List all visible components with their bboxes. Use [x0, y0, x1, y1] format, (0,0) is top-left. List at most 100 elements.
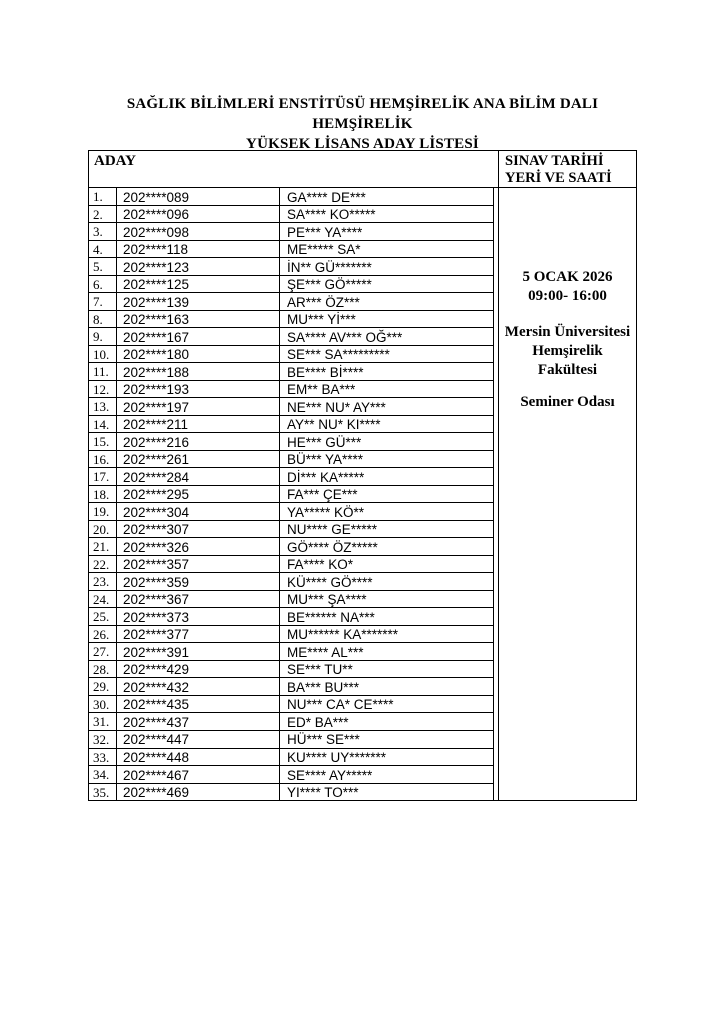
candidate-name: HÜ*** SE***: [287, 732, 360, 748]
candidate-id: 202****197: [117, 398, 280, 415]
candidate-name: PE*** YA****: [287, 224, 363, 240]
row-number: 35.: [89, 783, 117, 801]
table-row: 14. 202****211 AY** NU* KI****: [89, 415, 494, 434]
table-row: 16. 202****261 BÜ*** YA****: [89, 450, 494, 469]
candidate-id: 202****304: [117, 503, 280, 520]
candidate-name: MU*** Yİ***: [287, 312, 356, 328]
table-row: 25. 202****373 BE****** NA***: [89, 608, 494, 626]
row-number: 32.: [89, 730, 117, 748]
table-row: 28. 202****429 SE*** TU**: [89, 660, 494, 679]
row-number: 22.: [89, 555, 117, 573]
candidate-name: BÜ*** YA****: [287, 452, 364, 468]
candidate-name: MU****** KA*******: [287, 627, 399, 643]
candidate-name: BE**** Bİ****: [287, 364, 364, 380]
row-number: 2.: [89, 205, 117, 223]
candidate-name: NU*** CA* CE****: [287, 697, 394, 713]
exam-header-line2: YERİ VE SAATİ: [505, 170, 612, 186]
candidate-name: ED* BA***: [287, 714, 349, 730]
candidate-name: KU**** UY*******: [287, 750, 387, 765]
row-number: 1.: [89, 188, 117, 205]
row-number: 7.: [89, 293, 117, 310]
row-number: 17.: [89, 468, 117, 485]
row-number: 11.: [89, 363, 117, 380]
candidate-id: 202****326: [117, 538, 280, 555]
table-row: 3. 202****098 PE*** YA****: [89, 223, 494, 241]
row-number: 21.: [89, 538, 117, 555]
candidate-id: 202****377: [117, 625, 280, 643]
candidate-name: KÜ**** GÖ****: [287, 574, 373, 590]
table-row: 35. 202****469 YI**** TO***: [89, 783, 494, 801]
exam-venue-line2: Hemşirelik: [532, 343, 603, 359]
candidate-id: 202****193: [117, 380, 280, 398]
table-row: 24. 202****367 MU*** ŞA****: [89, 590, 494, 609]
table-row: 15. 202****216 HE*** GÜ***: [89, 433, 494, 451]
candidate-id: 202****367: [117, 590, 280, 608]
column-header-exam-info: SINAV TARİHİ YERİ VE SAATİ: [499, 151, 636, 187]
candidate-name: SE*** SA*********: [287, 347, 390, 363]
exam-date: 5 OCAK 2026: [522, 269, 613, 285]
candidate-id: 202****163: [117, 310, 280, 328]
row-number: 23.: [89, 573, 117, 590]
candidate-id: 202****139: [117, 293, 280, 310]
row-number: 25.: [89, 608, 117, 625]
candidate-id: 202****357: [117, 555, 280, 573]
table-row: 19. 202****304 YA***** KÖ**: [89, 503, 494, 521]
row-number: 5.: [89, 258, 117, 275]
exam-room: Seminer Odası: [520, 394, 615, 410]
candidate-id: 202****373: [117, 608, 280, 625]
candidate-name: SA**** AV*** OĞ***: [287, 329, 403, 345]
candidate-table: ADAY SINAV TARİHİ YERİ VE SAATİ 1. 202***…: [88, 150, 637, 801]
candidate-id: 202****437: [117, 713, 280, 730]
table-row: 17. 202****284 Dİ*** KA*****: [89, 468, 494, 486]
candidate-name: SA**** KO*****: [287, 207, 376, 223]
candidate-id: 202****180: [117, 345, 280, 363]
table-row: 18. 202****295 FA*** ÇE***: [89, 485, 494, 504]
table-row: 29. 202****432 BA*** BU***: [89, 678, 494, 696]
column-header-aday: ADAY: [89, 151, 499, 187]
candidate-name: GÖ**** ÖZ*****: [287, 539, 378, 555]
page-title-line1: SAĞLIK BİLİMLERİ ENSTİTÜSÜ HEMŞİRELİK AN…: [126, 96, 599, 132]
candidate-id: 202****447: [117, 730, 280, 748]
table-row: 26. 202****377 MU****** KA*******: [89, 625, 494, 644]
candidate-id: 202****167: [117, 328, 280, 345]
row-number: 6.: [89, 275, 117, 293]
row-number: 29.: [89, 678, 117, 695]
row-number: 13.: [89, 398, 117, 415]
row-number: 24.: [89, 590, 117, 608]
candidate-rows: 1. 202****089 GA**** DE*** 2. 202****096 SA**…: [89, 188, 499, 801]
candidate-id: 202****261: [117, 450, 280, 468]
candidate-name: SE*** TU**: [287, 662, 353, 678]
table-row: 4. 202****118 ME***** SA*: [89, 240, 494, 259]
row-number: 9.: [89, 328, 117, 345]
exam-venue: Mersin Üniversitesi Hemşirelik Fakültesi: [499, 323, 636, 380]
candidate-name: ME***** SA*: [287, 242, 361, 258]
row-number: 15.: [89, 433, 117, 450]
table-row: 10. 202****180 SE*** SA*********: [89, 345, 494, 364]
candidate-id: 202****211: [117, 415, 280, 433]
table-row: 31. 202****437 ED* BA***: [89, 713, 494, 731]
candidate-id: 202****467: [117, 766, 280, 783]
row-number: 20.: [89, 520, 117, 538]
candidate-id: 202****096: [117, 205, 280, 223]
exam-venue-line1: Mersin Üniversitesi: [504, 324, 631, 340]
candidate-name: NE*** NU* AY***: [287, 399, 386, 415]
candidate-id: 202****359: [117, 573, 280, 590]
exam-header-line1: SINAV TARİHİ: [505, 153, 604, 169]
candidate-id: 202****307: [117, 520, 280, 538]
table-row: 9. 202****167 SA**** AV*** OĞ***: [89, 328, 494, 346]
candidate-id: 202****216: [117, 433, 280, 450]
table-row: 23. 202****359 KÜ**** GÖ****: [89, 573, 494, 591]
candidate-id: 202****125: [117, 275, 280, 293]
candidate-name: YI**** TO***: [287, 785, 359, 801]
candidate-name: BE****** NA***: [287, 609, 375, 625]
candidate-id: 202****123: [117, 258, 280, 275]
candidate-id: 202****118: [117, 240, 280, 258]
row-number: 34.: [89, 766, 117, 783]
candidate-id: 202****432: [117, 678, 280, 695]
row-number: 12.: [89, 380, 117, 398]
row-number: 10.: [89, 345, 117, 363]
table-row: 27. 202****391 ME**** AL***: [89, 643, 494, 661]
candidate-name: İN** GÜ*******: [287, 259, 372, 275]
candidate-name: YA***** KÖ**: [287, 504, 365, 520]
